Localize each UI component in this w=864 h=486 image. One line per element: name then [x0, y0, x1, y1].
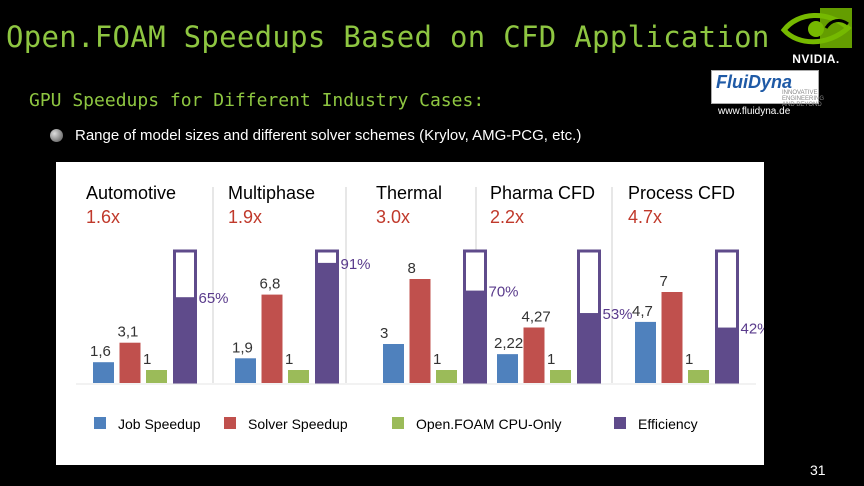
- legend-label-3: Efficiency: [638, 416, 698, 432]
- efficiency-bar-2: [464, 290, 486, 383]
- legend-swatch-3: [614, 417, 626, 429]
- efficiency-bar-0: [174, 297, 196, 383]
- solver-speedup-label-1: 6,8: [260, 276, 281, 293]
- cpu-only-label-0: 1: [143, 351, 151, 368]
- fluidyna-wordmark: FluiDyna: [716, 72, 793, 92]
- efficiency-label-3: 53%: [603, 306, 633, 323]
- cpu-only-label-2: 1: [433, 351, 441, 368]
- cpu-only-label-3: 1: [547, 351, 555, 368]
- cpu-only-label-4: 1: [685, 351, 693, 368]
- legend-swatch-1: [224, 417, 236, 429]
- cpu-only-bar-4: [688, 370, 709, 383]
- bullet-icon: [50, 129, 63, 142]
- solver-speedup-bar-0: [119, 342, 141, 383]
- fluidyna-logo: FluiDyna INNOVATIVE ENGINEERING AND BEYO…: [711, 70, 824, 108]
- slide-title: Open.FOAM Speedups Based on CFD Applicat…: [6, 20, 770, 54]
- job-speedup-bar-3: [497, 354, 518, 383]
- solver-speedup-label-4: 7: [660, 273, 668, 290]
- speedup-chart: Automotive1.6x1,63,1165%Multiphase1.9x1,…: [76, 183, 771, 432]
- job-speedup-bar-1: [235, 358, 256, 383]
- legend-swatch-2: [392, 417, 404, 429]
- solver-speedup-bar-4: [661, 292, 683, 383]
- case-title-1: Multiphase: [228, 183, 315, 203]
- job-speedup-bar-4: [635, 321, 656, 383]
- job-speedup-label-3: 2,22: [494, 335, 523, 352]
- solver-speedup-label-0: 3,1: [118, 324, 139, 341]
- fluidyna-url: www.fluidyna.de: [718, 106, 791, 117]
- job-speedup-bar-2: [383, 344, 404, 383]
- solver-speedup-bar-3: [523, 327, 545, 383]
- legend-label-2: Open.FOAM CPU-Only: [416, 416, 561, 432]
- job-speedup-label-0: 1,6: [90, 343, 111, 360]
- case-title-2: Thermal: [376, 183, 442, 203]
- efficiency-label-1: 91%: [341, 256, 371, 273]
- cpu-only-bar-3: [550, 370, 571, 383]
- legend-label-1: Solver Speedup: [248, 416, 348, 432]
- bullet-item: Range of model sizes and different solve…: [50, 127, 581, 144]
- nvidia-eye-icon: [780, 8, 852, 48]
- efficiency-bar-3: [578, 313, 600, 383]
- solver-speedup-label-2: 8: [408, 260, 416, 277]
- efficiency-label-4: 42%: [741, 321, 765, 338]
- solver-speedup-bar-2: [409, 279, 431, 383]
- cpu-only-label-1: 1: [285, 351, 293, 368]
- bullet-text: Range of model sizes and different solve…: [75, 127, 582, 144]
- efficiency-label-2: 70%: [489, 284, 519, 301]
- job-speedup-label-1: 1,9: [232, 339, 253, 356]
- job-speedup-bar-0: [93, 362, 114, 383]
- legend-label-0: Job Speedup: [118, 416, 201, 432]
- legend-swatch-0: [94, 417, 106, 429]
- case-speedup-4: 4.7x: [628, 207, 662, 227]
- case-title-0: Automotive: [86, 183, 176, 203]
- solver-speedup-bar-1: [261, 294, 283, 383]
- case-speedup-2: 3.0x: [376, 207, 410, 227]
- efficiency-bar-1: [316, 262, 338, 383]
- page-number: 31: [810, 462, 826, 478]
- cpu-only-bar-0: [146, 370, 167, 383]
- solver-speedup-label-3: 4,27: [522, 308, 551, 325]
- section-subtitle: GPU Speedups for Different Industry Case…: [29, 90, 485, 111]
- cpu-only-bar-2: [436, 370, 457, 383]
- job-speedup-label-4: 4,7: [632, 303, 653, 320]
- case-speedup-3: 2.2x: [490, 207, 524, 227]
- case-speedup-0: 1.6x: [86, 207, 120, 227]
- case-title-3: Pharma CFD: [490, 183, 595, 203]
- case-title-4: Process CFD: [628, 183, 735, 203]
- fluidyna-tagline: INNOVATIVE ENGINEERING AND BEYOND: [782, 90, 825, 108]
- nvidia-wordmark: NVIDIA.: [792, 52, 840, 66]
- job-speedup-label-2: 3: [380, 325, 388, 342]
- efficiency-bar-4: [716, 327, 738, 383]
- nvidia-logo: NVIDIA.: [776, 6, 856, 68]
- efficiency-label-0: 65%: [199, 290, 229, 307]
- chart-panel: Automotive 1.6x 1,6 3,1 1 65% Multiphase 1.9x 1,…: [56, 162, 771, 465]
- case-speedup-1: 1.9x: [228, 207, 262, 227]
- cpu-only-bar-1: [288, 370, 309, 383]
